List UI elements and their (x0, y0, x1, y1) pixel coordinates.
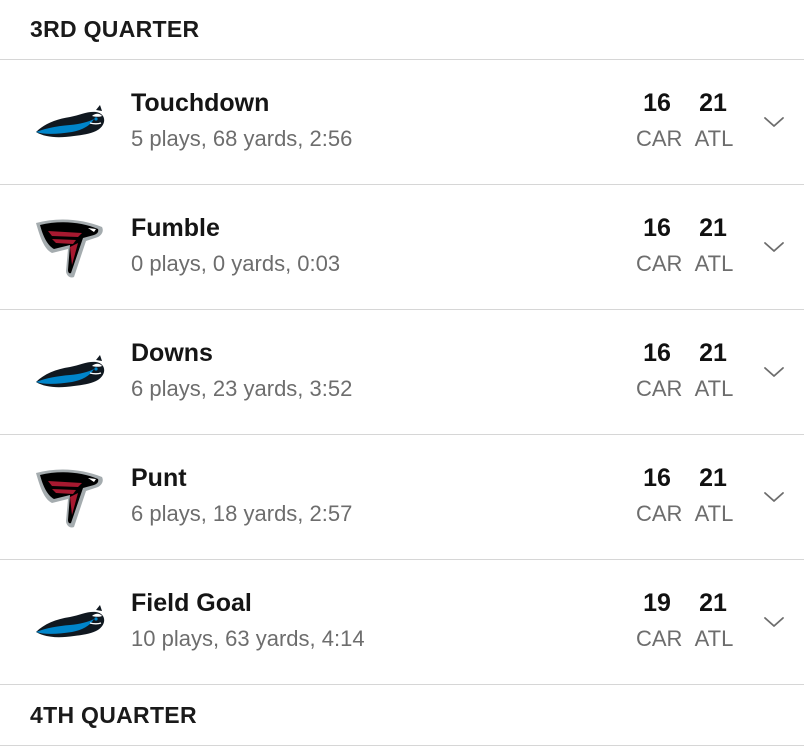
score-atl: 21 (699, 339, 727, 367)
team-abbr-atl: ATL (694, 376, 734, 401)
falcons-logo-icon (30, 461, 108, 533)
drive-score: 16 21 CAR ATL (632, 463, 738, 527)
panthers-logo-icon (30, 336, 108, 408)
chevron-down-icon[interactable] (763, 489, 785, 505)
drive-result: Field Goal (131, 589, 252, 617)
quarter-header-3rd: 3RD QUARTER (0, 0, 804, 60)
drive-row[interactable]: Touchdown 5 plays, 68 yards, 2:56 16 21 … (0, 60, 804, 185)
score-atl: 21 (699, 89, 727, 117)
drive-score: 16 21 CAR ATL (632, 338, 738, 402)
score-car: 19 (643, 589, 671, 617)
drive-summary: 5 plays, 68 yards, 2:56 (131, 126, 353, 151)
drive-summary: 10 plays, 63 yards, 4:14 (131, 626, 365, 651)
chevron-down-icon[interactable] (763, 614, 785, 630)
score-atl: 21 (699, 464, 727, 492)
drive-row[interactable]: Fumble 0 plays, 0 yards, 0:03 16 21 CAR … (0, 185, 804, 310)
chevron-down-icon[interactable] (763, 114, 785, 130)
panthers-logo-icon (30, 86, 108, 158)
drive-row[interactable]: Field Goal 10 plays, 63 yards, 4:14 19 2… (0, 560, 804, 685)
team-abbr-atl: ATL (694, 501, 734, 526)
team-abbr-atl: ATL (694, 626, 734, 651)
score-car: 16 (643, 464, 671, 492)
drive-score: 19 21 CAR ATL (632, 588, 738, 652)
drive-summary: 6 plays, 23 yards, 3:52 (131, 376, 353, 401)
drive-score: 16 21 CAR ATL (632, 88, 738, 152)
score-atl: 21 (699, 214, 727, 242)
falcons-logo-icon (30, 211, 108, 283)
team-abbr-car: CAR (636, 251, 683, 276)
drive-result: Downs (131, 339, 213, 367)
drive-row[interactable]: Punt 6 plays, 18 yards, 2:57 16 21 CAR A… (0, 435, 804, 560)
quarter-header-4th: 4TH QUARTER (0, 685, 804, 746)
drive-result: Touchdown (131, 89, 270, 117)
drive-result: Fumble (131, 214, 220, 242)
drive-summary: 6 plays, 18 yards, 2:57 (131, 501, 353, 526)
chevron-down-icon[interactable] (763, 239, 785, 255)
team-abbr-atl: ATL (694, 251, 734, 276)
score-car: 16 (643, 89, 671, 117)
drive-summary: 0 plays, 0 yards, 0:03 (131, 251, 341, 276)
chevron-down-icon[interactable] (763, 364, 785, 380)
score-car: 16 (643, 339, 671, 367)
team-abbr-car: CAR (636, 376, 683, 401)
score-car: 16 (643, 214, 671, 242)
drive-result: Punt (131, 464, 187, 492)
drive-score: 16 21 CAR ATL (632, 213, 738, 277)
team-abbr-car: CAR (636, 126, 683, 151)
team-abbr-car: CAR (636, 501, 683, 526)
drive-row[interactable]: Downs 6 plays, 23 yards, 3:52 16 21 CAR … (0, 310, 804, 435)
team-abbr-car: CAR (636, 626, 683, 651)
score-atl: 21 (699, 589, 727, 617)
panthers-logo-icon (30, 586, 108, 658)
team-abbr-atl: ATL (694, 126, 734, 151)
